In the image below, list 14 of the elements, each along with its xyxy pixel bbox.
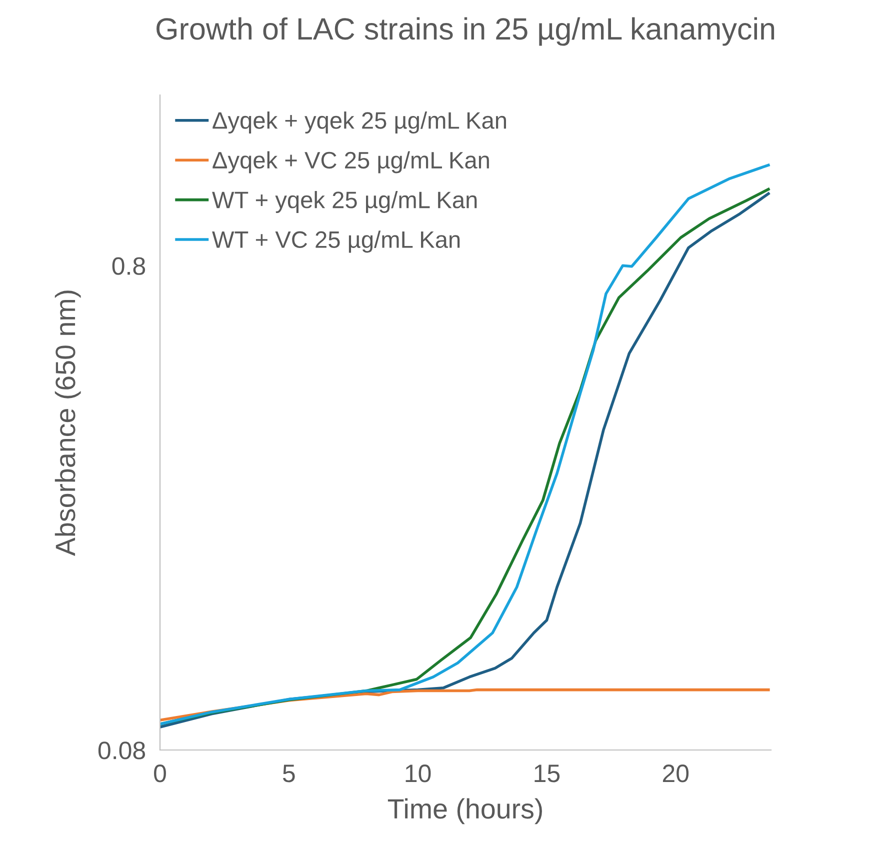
legend-label: Δyqek + yqek 25 µg/mL Kan [212,112,506,134]
x-tick-label: 10 [406,764,431,782]
y-tick-label: 0.08 [98,742,146,760]
x-tick-label: 20 [662,764,689,782]
x-tick-label: 5 [282,764,295,782]
x-tick-label: 15 [534,764,560,782]
x-tick-label: 0 [154,764,166,782]
legend-label: Δyqek + VC 25 µg/mL Kan [212,151,489,174]
legend-label: WT + yqek 25 µg/mL Kan [212,190,477,213]
legend-label: WT + VC 25 µg/mL Kan [212,230,460,253]
y-axis-title: Absorbance (650 nm) [54,290,81,556]
y-tick-label: 0.8 [112,257,146,275]
x-axis-title: Time (hours) [388,798,542,824]
chart-title: Growth of LAC strains in 25 µg/mL kanamycin [156,17,774,46]
